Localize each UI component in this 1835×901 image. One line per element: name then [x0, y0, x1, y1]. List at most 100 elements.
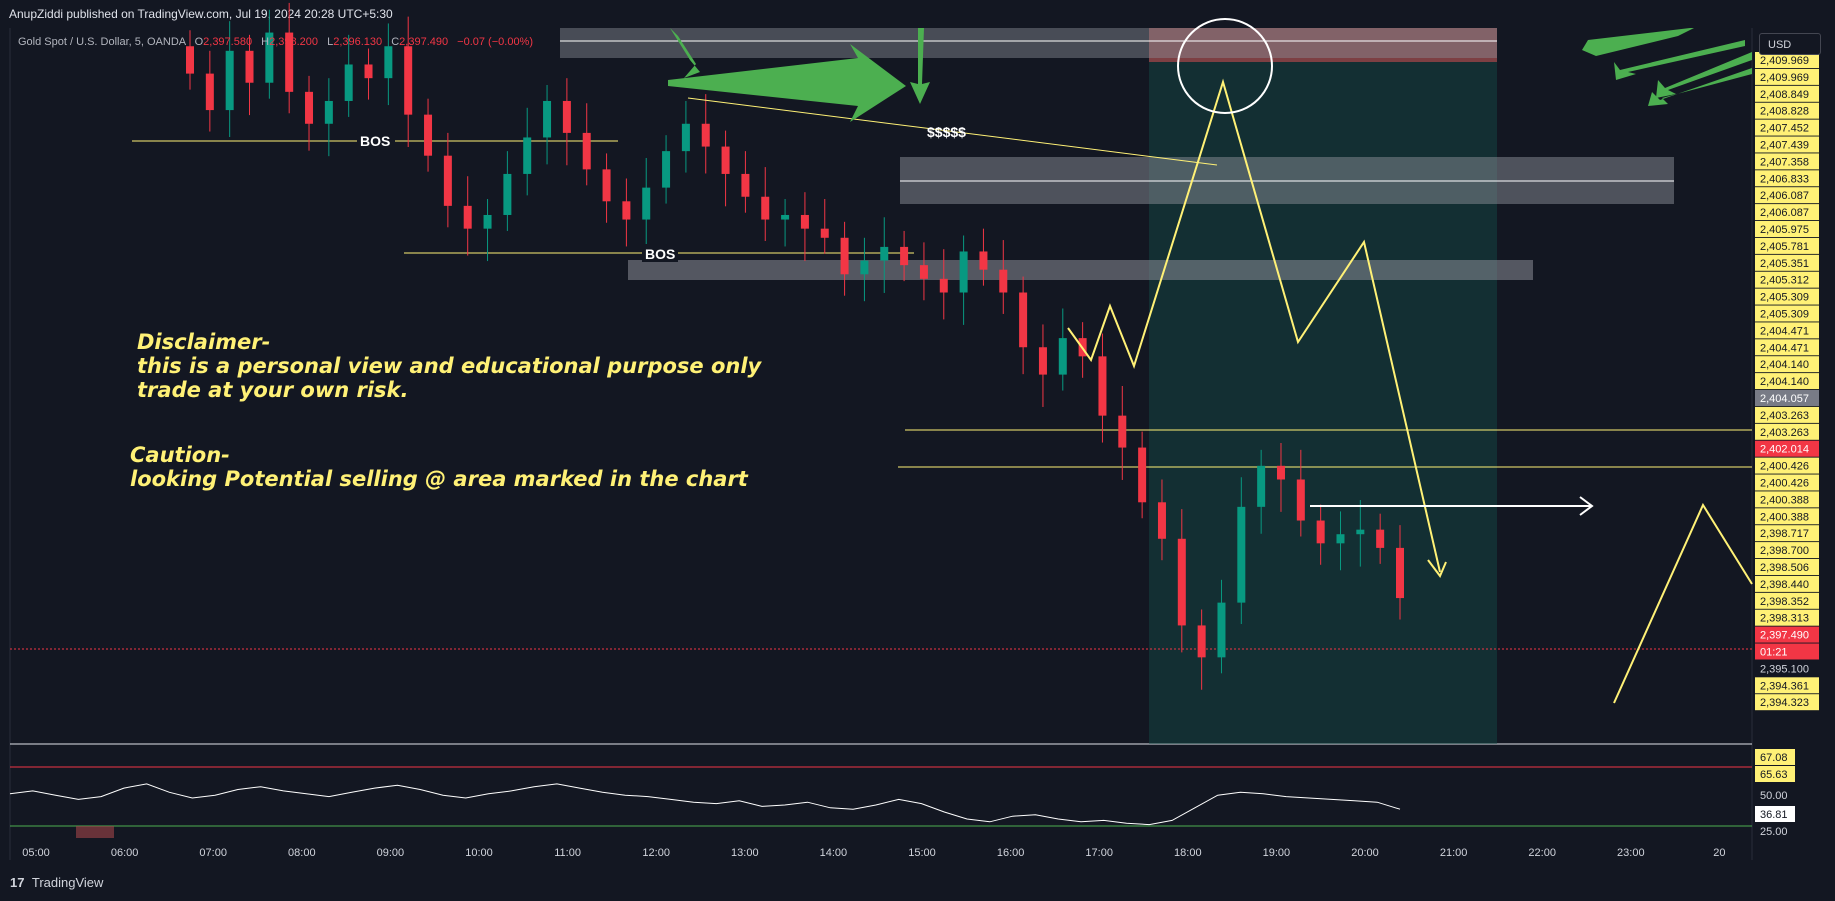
price-label-bg [1755, 643, 1819, 660]
tradingview-logo-text: TradingView [31, 875, 104, 890]
projection-path-right [1613, 502, 1753, 704]
price-label: 2,400.388 [1760, 494, 1809, 506]
price-label-bg [1755, 356, 1819, 373]
time-tick-label: 12:00 [642, 847, 670, 859]
caution-line-1: looking Potential selling @ area marked … [130, 467, 749, 491]
price-label-bg [1755, 440, 1819, 457]
time-tick-label: 11:00 [554, 847, 581, 859]
price-label-bg [1755, 525, 1819, 542]
candle-body [1197, 625, 1206, 658]
candle-body [344, 64, 353, 101]
price-label: 2,398.506 [1760, 562, 1809, 574]
candle-body [761, 196, 770, 220]
price-label-bg [1755, 474, 1819, 491]
price-label: 2,397.490 [1760, 630, 1809, 642]
symbol-legend[interactable]: Gold Spot / U.S. Dollar, 5, OANDA O2,397… [18, 36, 533, 48]
price-label-bg [1755, 153, 1819, 170]
currency-button[interactable]: USD [1759, 33, 1821, 55]
candle-body [681, 123, 690, 152]
ohlc-open: 2,397.580 [203, 36, 252, 48]
price-label: 2,406.087 [1760, 190, 1809, 202]
bos-label-2: BOS [645, 246, 675, 262]
candle-body [1177, 538, 1186, 626]
price-label-bg [1755, 204, 1819, 221]
price-label: 2,405.309 [1760, 292, 1809, 304]
price-label: 2,398.313 [1760, 613, 1809, 625]
price-label: 2,402.014 [1760, 444, 1809, 456]
disclaimer-title: Disclaimer- [137, 330, 270, 354]
rsi-band-bg [1755, 766, 1795, 782]
time-tick-label: 10:00 [465, 847, 493, 859]
candle-body [1019, 292, 1028, 348]
candle-body [463, 205, 472, 229]
price-label-bg [1755, 237, 1819, 254]
price-label: 2,408.828 [1760, 106, 1809, 118]
time-axis[interactable]: 05:00 06:00 07:00 08:00 09:00 10:00 11:00 12:00… [22, 847, 1725, 859]
candle-body [622, 201, 631, 220]
rsi-axis[interactable]: 67.08 65.63 50.00 36.81 25.00 [1755, 749, 1795, 838]
candle-body [1118, 415, 1127, 448]
time-tick-label: 19:00 [1263, 847, 1291, 859]
candle-body [919, 265, 928, 279]
price-label-bg [1755, 271, 1819, 288]
candle-body [305, 91, 314, 124]
price-label-bg [1755, 542, 1819, 559]
candle-body [582, 132, 591, 170]
price-label-bg [1755, 592, 1819, 609]
trend-line [687, 97, 1218, 166]
price-label: 2,405.781 [1760, 241, 1809, 253]
candle-body [1376, 529, 1385, 548]
ohlc-close-label: C [391, 36, 399, 48]
rsi-label: 25.00 [1760, 826, 1788, 838]
candle-body [404, 46, 413, 115]
candle-body [384, 46, 393, 79]
candle-body [1276, 465, 1285, 480]
candle-body [1396, 547, 1404, 599]
candle-body [1038, 347, 1047, 375]
price-label-bg [1755, 221, 1819, 237]
price-label: 2,404.471 [1760, 325, 1809, 337]
candle-body [959, 251, 968, 293]
green-arrows [668, 28, 1752, 122]
price-label: 2,400.426 [1760, 461, 1809, 473]
price-label-bg [1755, 339, 1819, 356]
rsi-band-bg [1755, 749, 1795, 765]
candle-body [265, 32, 274, 83]
price-label: 2,394.323 [1760, 697, 1809, 709]
candle-body [1257, 465, 1266, 507]
price-label-bg [1755, 390, 1819, 406]
candle-body [364, 64, 373, 79]
highlight-circle [1177, 18, 1273, 114]
time-tick-label: 05:00 [22, 847, 50, 859]
price-label-bg [1755, 170, 1819, 187]
white-arrow-head [1579, 496, 1594, 516]
price-label-bg [1755, 626, 1819, 643]
ohlc-high-label: H [261, 36, 269, 48]
candle-body [999, 269, 1008, 293]
price-label-bg [1755, 609, 1819, 626]
time-tick-label: 18:00 [1174, 847, 1202, 859]
candle-body [1157, 502, 1166, 539]
price-label: 2,400.426 [1760, 478, 1809, 490]
candle-body [721, 146, 730, 174]
price-label-bg [1755, 373, 1819, 390]
ohlc-low: 2,396.130 [333, 36, 382, 48]
caution-title: Caution- [130, 443, 230, 467]
disclaimer-line-1: this is a personal view and educational … [137, 354, 763, 378]
candle-body [642, 187, 651, 220]
price-label-bg [1755, 254, 1819, 271]
candle-body [503, 173, 512, 215]
price-label: 2,407.439 [1760, 140, 1809, 152]
price-label: 2,403.263 [1760, 427, 1809, 439]
price-label: 2,403.263 [1760, 410, 1809, 422]
candle-body [1138, 447, 1147, 503]
time-tick-label: 17:00 [1085, 847, 1113, 859]
chart-area[interactable]: BOS BOS $$$$$ Disclaimer- this is a pers… [0, 0, 1835, 872]
price-label: 2,406.833 [1760, 173, 1809, 185]
supply-zone-top [560, 28, 1497, 58]
candle-body [443, 155, 452, 206]
projection-path [1067, 78, 1441, 573]
dollars-label: $$$$$ [927, 124, 966, 140]
price-axis[interactable]: 2,409.969 2,409.969 2,408.849 2,408.828 2,40… [1755, 52, 1819, 711]
time-tick-label: 14:00 [820, 847, 848, 859]
